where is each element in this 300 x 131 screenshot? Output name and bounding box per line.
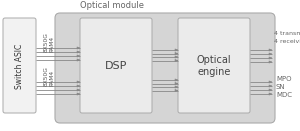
FancyBboxPatch shape [80,18,152,113]
Text: 4 receiving fibers: 4 receiving fibers [274,39,300,43]
FancyBboxPatch shape [55,13,275,123]
Text: Switch ASIC: Switch ASIC [14,43,23,89]
Text: SN: SN [276,84,286,90]
Text: Optical
engine: Optical engine [197,55,231,77]
FancyBboxPatch shape [3,18,36,113]
Text: Optical module: Optical module [80,1,144,10]
Text: PAM4: PAM4 [50,70,55,86]
Text: 8X50G: 8X50G [44,66,49,86]
Text: MPO: MPO [276,76,292,82]
FancyBboxPatch shape [178,18,250,113]
Text: PAM4: PAM4 [50,36,55,52]
Text: 8X50G: 8X50G [44,32,49,52]
Text: 4 transmitting fibers: 4 transmitting fibers [274,31,300,37]
Text: DSP: DSP [105,61,127,71]
Text: MDC: MDC [276,92,292,98]
